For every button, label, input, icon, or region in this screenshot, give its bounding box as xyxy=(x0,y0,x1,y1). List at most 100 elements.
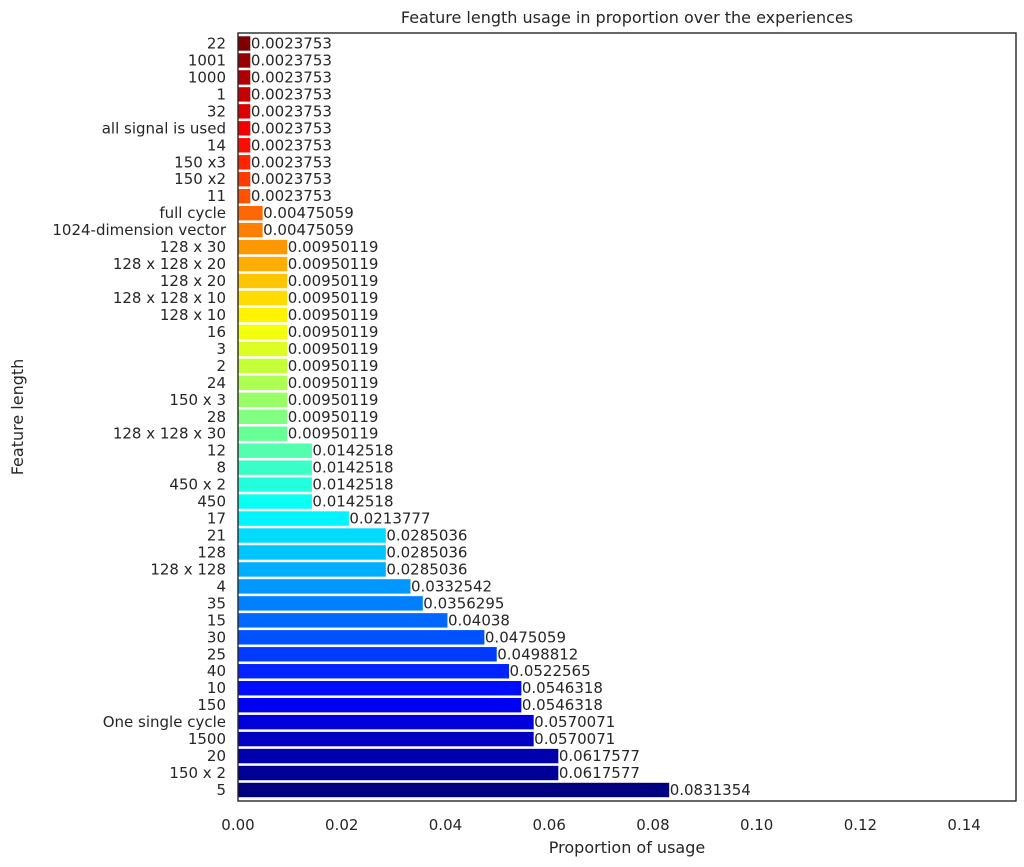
bar-value-label: 0.00950119 xyxy=(288,238,379,256)
bar xyxy=(238,375,288,391)
y-tick-label: 30 xyxy=(207,628,226,646)
bar-value-label: 0.0142518 xyxy=(312,459,393,477)
y-tick-label: 21 xyxy=(207,527,226,545)
y-tick-label: 17 xyxy=(207,510,226,528)
bar-value-label: 0.0023753 xyxy=(251,85,332,103)
bar-value-label: 0.00950119 xyxy=(288,289,379,307)
bar-value-label: 0.00950119 xyxy=(288,272,379,290)
bar xyxy=(238,443,312,458)
bar xyxy=(238,155,251,170)
y-tick-label: 16 xyxy=(207,323,226,341)
y-tick-label: 25 xyxy=(207,645,226,663)
x-tick-label: 0.02 xyxy=(325,816,358,834)
y-tick-label: 40 xyxy=(207,662,226,680)
bar xyxy=(238,782,670,798)
y-tick-label: 128 x 20 xyxy=(160,272,226,290)
bar xyxy=(238,121,251,136)
y-tick-label: 24 xyxy=(207,374,226,392)
x-tick-label: 0.14 xyxy=(947,816,980,834)
bar-value-label: 0.04038 xyxy=(448,611,510,629)
bar-value-label: 0.0142518 xyxy=(312,442,393,460)
bar-value-label: 0.00475059 xyxy=(263,221,354,239)
y-tick-label: 3 xyxy=(216,340,226,358)
bar-value-label: 0.00950119 xyxy=(288,340,379,358)
bar-value-label: 0.00950119 xyxy=(288,425,379,443)
bar xyxy=(238,172,251,187)
y-tick-label: 4 xyxy=(216,577,226,595)
y-tick-label: 22 xyxy=(207,35,226,53)
bar-value-label: 0.0023753 xyxy=(251,136,332,154)
y-tick-label: 20 xyxy=(207,747,226,765)
bar-value-label: 0.0285036 xyxy=(386,560,467,578)
bar xyxy=(238,748,559,764)
bar xyxy=(238,239,288,255)
bar xyxy=(238,630,485,645)
x-tick-label: 0.00 xyxy=(221,816,254,834)
bar xyxy=(238,188,251,204)
x-axis-title: Proportion of usage xyxy=(549,838,705,857)
y-tick-label: full cycle xyxy=(159,204,226,222)
bar-value-label: 0.0023753 xyxy=(251,187,332,205)
bars-group xyxy=(238,36,670,798)
y-tick-label: 14 xyxy=(207,136,226,154)
bar-value-label: 0.0142518 xyxy=(312,493,393,511)
bar-value-label: 0.0617577 xyxy=(559,764,640,782)
bar-value-label: 0.0213777 xyxy=(349,510,430,528)
x-tick-label: 0.12 xyxy=(844,816,877,834)
x-tick-label: 0.08 xyxy=(636,816,669,834)
bar-value-label: 0.00950119 xyxy=(288,306,379,324)
y-tick-label: all signal is used xyxy=(102,119,226,137)
bar-labels-group: 0.08313540.06175770.06175770.05700710.05… xyxy=(251,35,751,800)
bar-value-label: 0.00950119 xyxy=(288,255,379,273)
y-tick-label: 150 x2 xyxy=(174,170,226,188)
bar xyxy=(238,562,386,577)
y-tick-label: 150 x 3 xyxy=(169,391,226,409)
y-tick-label: 5 xyxy=(216,781,226,799)
bar xyxy=(238,477,312,492)
bar xyxy=(238,579,411,594)
bar-value-label: 0.0285036 xyxy=(386,543,467,561)
y-tick-label: 450 xyxy=(197,493,226,511)
bar xyxy=(238,104,251,119)
y-tick-label: 1000 xyxy=(188,68,226,86)
bar xyxy=(238,205,263,221)
bar xyxy=(238,273,288,289)
y-tick-label: 128 x 128 x 30 xyxy=(113,425,226,443)
bar xyxy=(238,53,251,68)
bar-value-label: 0.0023753 xyxy=(251,68,332,86)
bar-value-label: 0.0023753 xyxy=(251,51,332,69)
bar-value-label: 0.0023753 xyxy=(251,119,332,137)
bar-value-label: 0.0831354 xyxy=(670,781,751,799)
bar xyxy=(238,596,423,611)
bar-value-label: 0.0498812 xyxy=(497,645,578,663)
bar xyxy=(238,222,263,238)
bar-value-label: 0.0356295 xyxy=(423,594,504,612)
chart-title: Feature length usage in proportion over … xyxy=(401,8,853,27)
bar xyxy=(238,341,288,357)
bar-value-label: 0.0332542 xyxy=(411,577,492,595)
y-tick-label: 8 xyxy=(216,459,226,477)
y-tick-label: 1 xyxy=(216,85,226,103)
y-tick-label: 12 xyxy=(207,442,226,460)
y-tick-label: 128 x 30 xyxy=(160,238,226,256)
bar xyxy=(238,307,288,323)
bar xyxy=(238,680,522,696)
y-tick-label: 150 xyxy=(197,696,226,714)
plot-frame xyxy=(237,32,1017,802)
bar xyxy=(238,494,312,509)
bar-value-label: 0.00475059 xyxy=(263,204,354,222)
bar xyxy=(238,697,522,713)
bar xyxy=(238,358,288,374)
y-tick-label: 450 x 2 xyxy=(169,476,226,494)
bar xyxy=(238,613,448,628)
bar xyxy=(238,426,288,441)
bar-value-label: 0.0023753 xyxy=(251,153,332,171)
bar-value-label: 0.0546318 xyxy=(522,696,603,714)
bar-value-label: 0.0546318 xyxy=(522,679,603,697)
bar xyxy=(238,87,251,102)
bar xyxy=(238,392,288,407)
y-tick-label: 1001 xyxy=(188,51,226,69)
bar-value-label: 0.00950119 xyxy=(288,323,379,341)
bar-value-label: 0.0142518 xyxy=(312,476,393,494)
